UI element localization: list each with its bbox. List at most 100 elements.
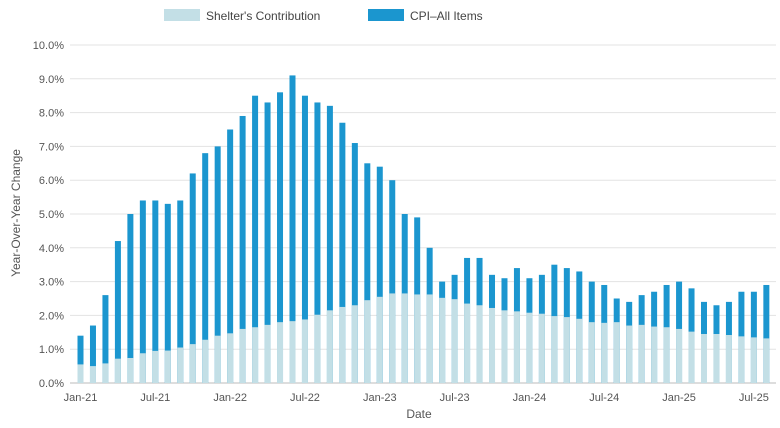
shelter-bar	[351, 305, 358, 383]
shelter-bar	[551, 316, 558, 383]
shelter-bar	[651, 326, 658, 383]
cpi-bar	[326, 105, 333, 383]
legend-swatch-shelter	[164, 9, 200, 21]
shelter-bar	[77, 364, 84, 383]
shelter-bar	[152, 350, 159, 383]
shelter-bar	[202, 339, 209, 383]
cpi-bar	[89, 325, 96, 383]
shelter-bar	[239, 328, 246, 383]
x-tick-label: Jan-25	[662, 392, 696, 404]
shelter-bar	[264, 324, 271, 383]
legend-label-cpi: CPI–All Items	[410, 9, 483, 23]
x-tick-label: Jan-22	[213, 392, 247, 404]
shelter-bar	[314, 314, 321, 383]
shelter-bar	[613, 322, 620, 383]
x-tick-label: Jan-24	[513, 392, 547, 404]
cpi-bar	[102, 295, 109, 383]
shelter-bar	[301, 319, 308, 383]
shelter-bar	[401, 293, 408, 383]
cpi-bar	[114, 241, 121, 383]
y-tick-label: 2.0%	[39, 310, 64, 322]
shelter-bar	[663, 327, 670, 383]
shelter-bar	[626, 325, 633, 383]
shelter-bar	[277, 322, 284, 383]
shelter-bar	[177, 347, 184, 383]
shelter-bar	[364, 300, 371, 383]
cpi-bar	[77, 335, 84, 383]
shelter-bar	[601, 322, 608, 383]
shelter-bar	[439, 297, 446, 383]
y-tick-label: 0.0%	[39, 378, 64, 390]
cpi-bar	[252, 95, 259, 383]
x-tick-label: Jul-23	[440, 392, 470, 404]
y-tick-label: 10.0%	[33, 40, 64, 52]
bars	[77, 75, 770, 384]
shelter-bar	[252, 327, 259, 383]
legend: Shelter's Contribution CPI–All Items	[164, 9, 483, 23]
shelter-bar	[738, 336, 745, 383]
shelter-bar	[638, 324, 645, 383]
shelter-bar	[713, 333, 720, 383]
shelter-bar	[750, 337, 757, 383]
shelter-bar	[513, 311, 520, 383]
cpi-bar	[239, 115, 246, 383]
shelter-bar	[102, 363, 109, 383]
cpi-bar	[214, 146, 221, 383]
cpi-bar	[227, 129, 234, 383]
cpi-bar	[264, 102, 271, 384]
shelter-bar	[139, 353, 146, 383]
cpi-bar	[339, 122, 346, 384]
gridlines	[70, 44, 776, 384]
cpi-bar	[314, 102, 321, 384]
cpi-bar	[277, 92, 284, 383]
cpi-bar	[139, 200, 146, 383]
shelter-bar	[326, 310, 333, 383]
shelter-bar	[89, 366, 96, 383]
cpi-bar	[289, 75, 296, 384]
shelter-bar	[289, 321, 296, 383]
cpi-bar	[376, 166, 383, 383]
shelter-bar	[127, 357, 134, 383]
x-axis-ticks: Jan-21 Jul-21 Jan-22 Jul-22 Jan-23 Jul-23 Jan-…	[64, 392, 769, 404]
cpi-bar	[301, 95, 308, 383]
y-axis-label: Year-Over-Year Change	[9, 149, 23, 277]
shelter-bar	[688, 331, 695, 383]
y-tick-label: 9.0%	[39, 74, 64, 86]
cpi-bar	[364, 163, 371, 383]
x-tick-label: Jul-21	[140, 392, 170, 404]
shelter-bar	[189, 344, 196, 383]
shelter-bar	[701, 333, 707, 383]
y-tick-label: 6.0%	[39, 175, 64, 187]
cpi-bar	[152, 200, 159, 383]
shelter-bar	[389, 293, 396, 383]
shelter-bar	[576, 318, 583, 383]
shelter-bar	[476, 305, 483, 383]
shelter-bar	[339, 306, 346, 383]
shelter-bar	[676, 328, 683, 383]
legend-swatch-cpi	[368, 9, 404, 21]
y-tick-label: 4.0%	[39, 243, 64, 255]
shelter-bar	[725, 335, 732, 383]
y-tick-label: 5.0%	[39, 209, 64, 221]
y-tick-label: 1.0%	[39, 344, 64, 356]
cpi-bar	[177, 200, 184, 383]
cpi-bar	[389, 180, 396, 383]
x-tick-label: Jul-24	[589, 392, 619, 404]
y-tick-label: 8.0%	[39, 108, 64, 120]
cpi-bar	[164, 203, 171, 383]
shelter-bar	[414, 294, 421, 383]
cpi-bar	[763, 284, 770, 383]
shelter-bar	[489, 307, 496, 383]
shelter-bar	[114, 358, 121, 383]
x-axis-label: Date	[406, 407, 432, 421]
shelter-bar	[376, 296, 383, 383]
cpi-bar	[127, 214, 134, 383]
x-tick-label: Jan-23	[363, 392, 397, 404]
x-tick-label: Jan-21	[64, 392, 98, 404]
shelter-bar	[588, 322, 595, 383]
shelter-bar	[526, 312, 533, 383]
shelter-bar	[451, 299, 458, 383]
cpi-bar	[351, 143, 358, 383]
legend-label-shelter: Shelter's Contribution	[206, 9, 320, 23]
